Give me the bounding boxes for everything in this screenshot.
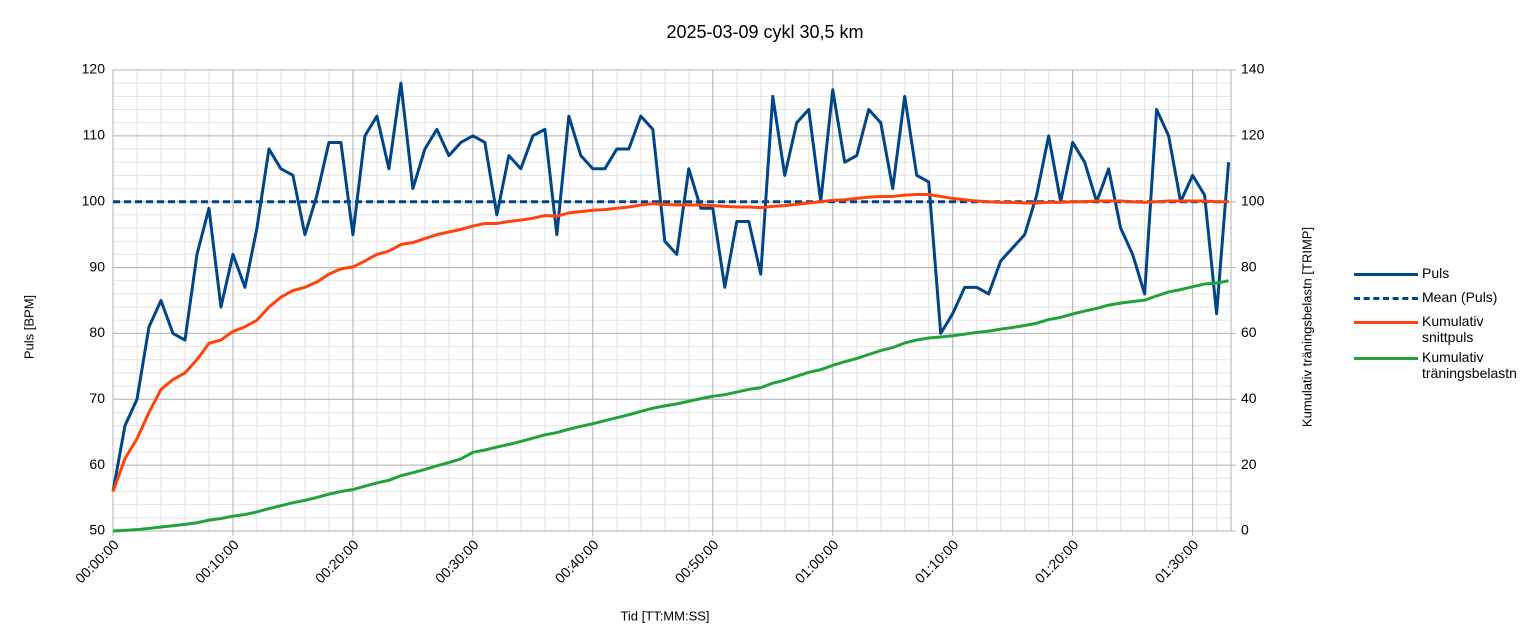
- y2-tick-label: 80: [1241, 258, 1257, 274]
- legend-label: Kumulativ träningsbelastn: [1422, 349, 1517, 381]
- x-tick-label: 00:40:00: [552, 536, 602, 586]
- y-tick-label: 80: [89, 324, 105, 340]
- legend-swatch: [1354, 289, 1418, 309]
- y-tick-label: 70: [89, 390, 105, 406]
- y-tick-label: 110: [83, 127, 106, 143]
- legend-label: Mean (Puls): [1422, 289, 1498, 305]
- y-tick-label: 120: [82, 61, 106, 77]
- x-axis-label: Tid [TT:MM:SS]: [620, 608, 709, 623]
- chart-title: 2025-03-09 cykl 30,5 km: [666, 22, 863, 42]
- legend-item: Kumulativ snittpuls: [1354, 313, 1529, 345]
- y2-tick-label: 100: [1241, 192, 1265, 208]
- legend-swatch: [1354, 265, 1418, 285]
- legend-item: Kumulativ träningsbelastn: [1354, 349, 1529, 381]
- series-line: [111, 192, 1229, 492]
- legend-item: Puls: [1354, 265, 1529, 285]
- y-tick-label: 100: [82, 192, 106, 208]
- y2-tick-label: 0: [1241, 522, 1249, 538]
- y2-tick-label: 40: [1241, 390, 1257, 406]
- y2-tick-label: 60: [1241, 324, 1257, 340]
- series-line: [111, 81, 1231, 492]
- x-tick-label: 00:10:00: [192, 536, 242, 586]
- x-tick-label: 00:30:00: [432, 536, 482, 586]
- legend-label: Puls: [1422, 265, 1450, 281]
- x-tick-label: 00:50:00: [672, 536, 722, 586]
- y2-tick-label: 120: [1241, 127, 1265, 143]
- y-tick-label: 90: [89, 258, 105, 274]
- legend: Puls Mean (Puls) Kumulativ snittpuls Kumula…: [1354, 265, 1529, 385]
- y2-tick-label: 140: [1241, 61, 1265, 77]
- legend-label: Kumulativ snittpuls: [1422, 313, 1484, 345]
- x-tick-label: 01:30:00: [1152, 536, 1202, 586]
- series-line: [112, 279, 1229, 533]
- y2-axis-label: Kumulativ träningsbelastn [TRIMP]: [1299, 227, 1314, 427]
- x-tick-label: 01:00:00: [792, 536, 842, 586]
- y2-tick-label: 20: [1241, 456, 1257, 472]
- x-tick-label: 01:20:00: [1032, 536, 1082, 586]
- x-tick-label: 00:20:00: [312, 536, 362, 586]
- plot-frame: [112, 69, 1232, 532]
- legend-swatch: [1354, 313, 1418, 333]
- legend-swatch: [1354, 349, 1418, 369]
- legend-item: Mean (Puls): [1354, 289, 1529, 309]
- y-tick-label: 50: [89, 522, 105, 538]
- x-tick-label: 01:10:00: [912, 536, 962, 586]
- y-tick-label: 60: [89, 456, 105, 472]
- x-tick-label: 00:00:00: [72, 536, 122, 586]
- y-axis-label: Puls [BPM]: [21, 295, 36, 359]
